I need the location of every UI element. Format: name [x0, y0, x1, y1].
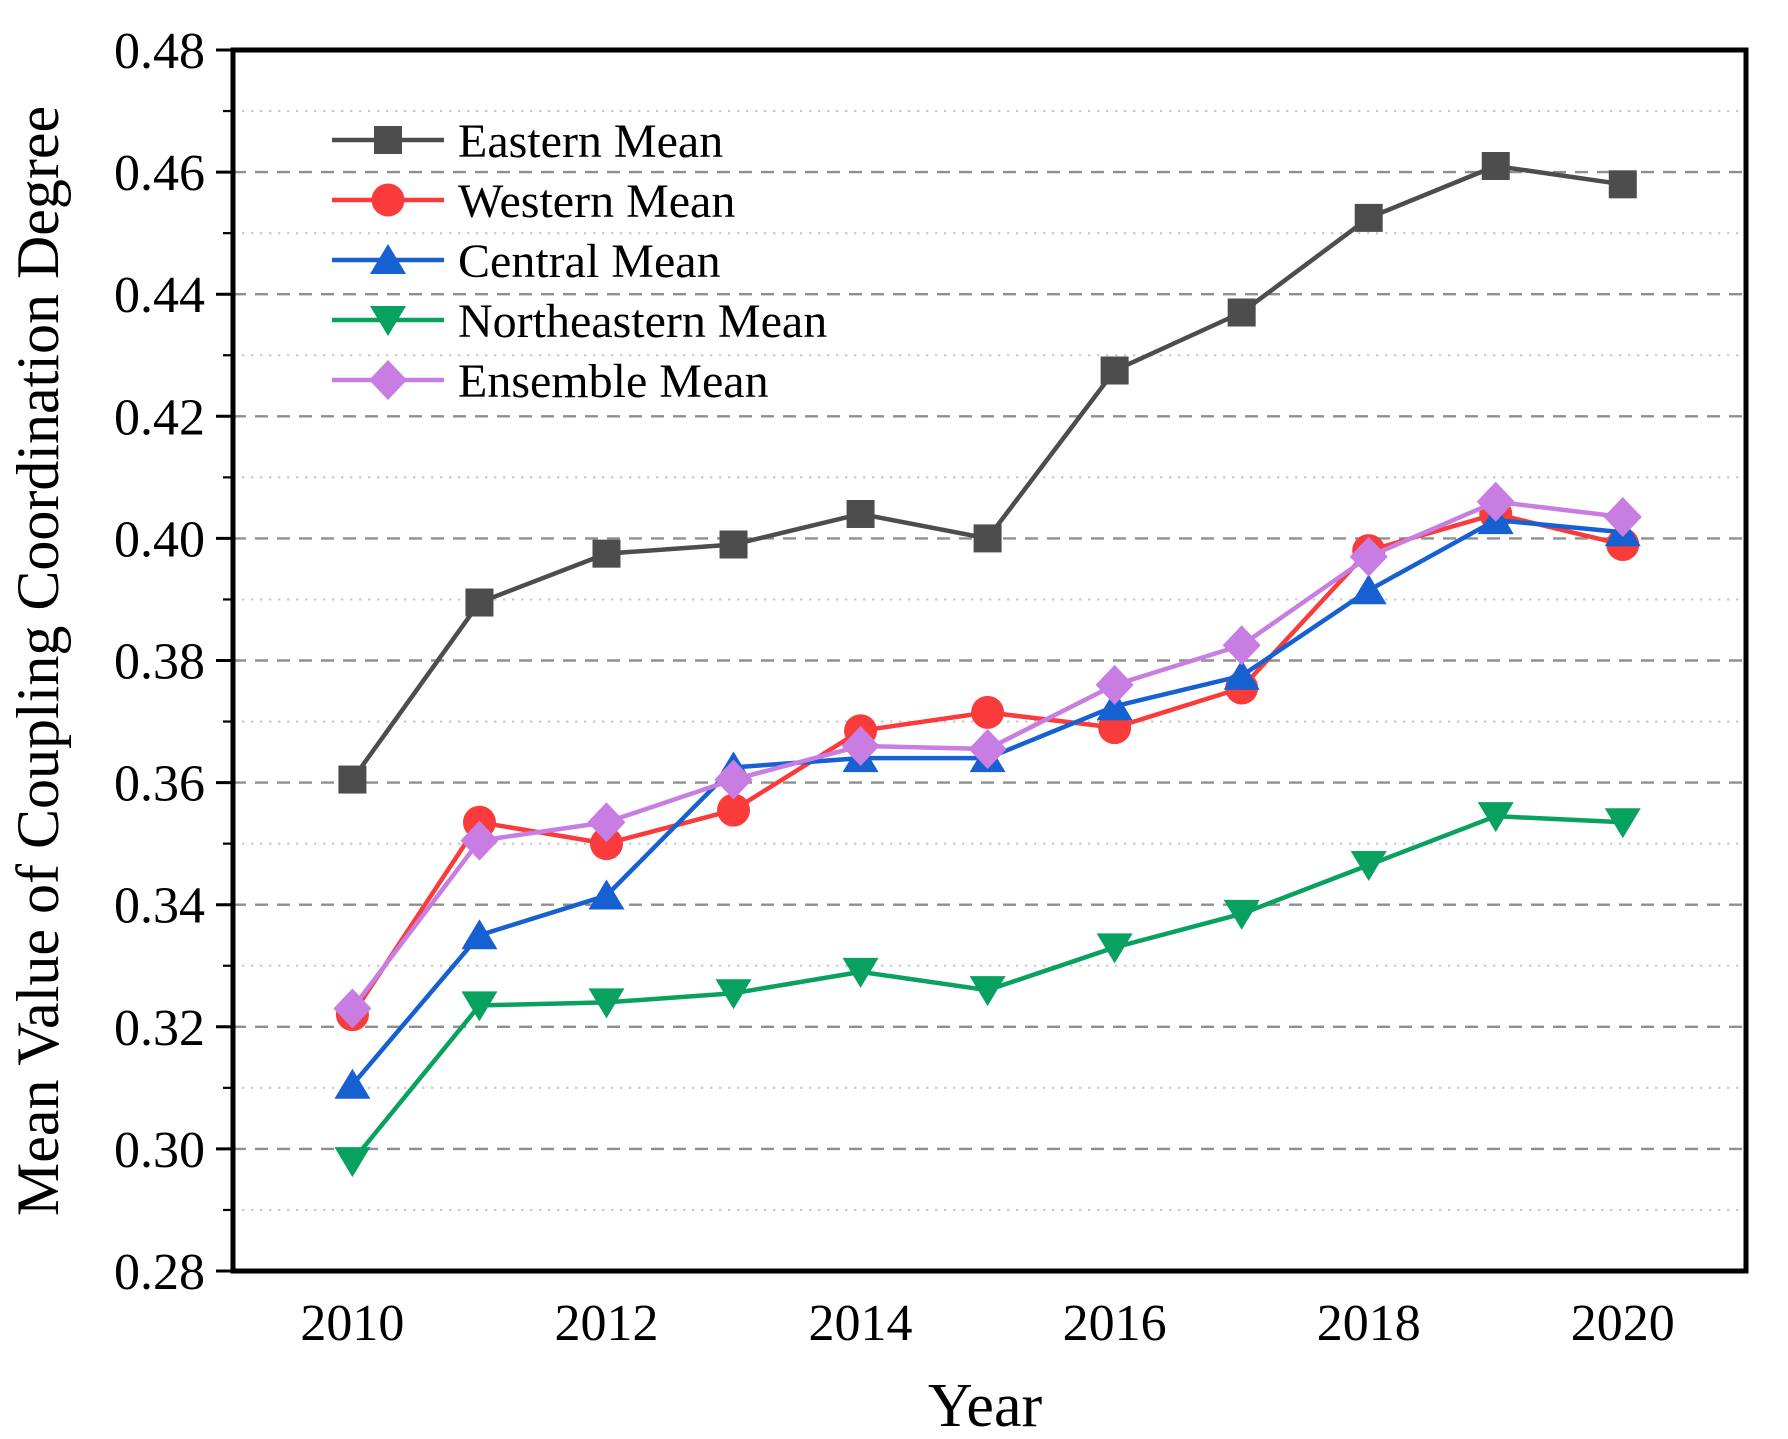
data-point-ensemble-mean-2010 — [333, 988, 372, 1029]
data-point-central-mean-2010 — [334, 1068, 371, 1099]
tick-labels: 0.28 0.30 0.32 0.34 0.36 0.38 0.40 0.42 0.44 0.46… — [114, 23, 1675, 1352]
legend-item-northeastern-mean: Northeastern Mean — [332, 295, 827, 348]
y-tick-label: 0.44 — [114, 267, 205, 324]
data-point-northeastern-mean-2013 — [715, 979, 752, 1010]
data-point-ensemble-mean-2013 — [714, 759, 753, 800]
data-point-western-mean-2012 — [589, 827, 623, 861]
data-point-northeastern-mean-2017 — [1223, 899, 1260, 930]
legend-item-eastern-mean: Eastern Mean — [332, 115, 723, 168]
data-point-ensemble-mean-2012 — [587, 802, 626, 843]
data-point-central-mean-2012 — [588, 879, 625, 910]
data-point-northeastern-mean-2019 — [1477, 802, 1514, 833]
legend-label: Ensemble Mean — [458, 355, 769, 408]
series-layer — [333, 151, 1642, 1178]
y-tick-label: 0.28 — [114, 1244, 205, 1301]
y-tick-label: 0.48 — [114, 23, 205, 80]
data-point-western-mean-2015 — [971, 695, 1005, 729]
legend-item-western-mean: Western Mean — [332, 175, 735, 228]
legend-item-ensemble-mean: Ensemble Mean — [332, 355, 769, 408]
x-tick-label: 2020 — [1571, 1295, 1675, 1352]
legend-marker-triangle-up — [370, 244, 406, 274]
data-point-northeastern-mean-2016 — [1096, 933, 1133, 964]
legend-label: Western Mean — [458, 175, 735, 228]
legend-item-central-mean: Central Mean — [332, 235, 721, 288]
data-point-northeastern-mean-2011 — [461, 991, 498, 1022]
data-point-eastern-mean-2013 — [719, 530, 748, 559]
data-point-ensemble-mean-2020 — [1603, 497, 1642, 538]
data-point-central-mean-2018 — [1350, 574, 1387, 605]
legend-label: Northeastern Mean — [458, 295, 827, 348]
series-ensemble-mean — [333, 481, 1642, 1029]
data-point-northeastern-mean-2014 — [842, 957, 879, 988]
y-tick-label: 0.36 — [114, 756, 205, 813]
data-point-northeastern-mean-2010 — [334, 1147, 371, 1178]
x-axis-title: Year — [928, 1372, 1043, 1439]
y-tick-label: 0.34 — [114, 878, 205, 935]
data-point-eastern-mean-2012 — [592, 539, 621, 568]
data-point-ensemble-mean-2018 — [1349, 536, 1388, 577]
data-point-eastern-mean-2015 — [973, 524, 1002, 553]
x-tick-label: 2016 — [1063, 1295, 1167, 1352]
data-point-ensemble-mean-2011 — [460, 820, 499, 861]
x-tick-label: 2010 — [300, 1295, 404, 1352]
x-tick-label: 2012 — [554, 1295, 658, 1352]
y-tick-label: 0.42 — [114, 389, 205, 446]
data-point-central-mean-2016 — [1096, 690, 1133, 721]
y-axis-title: Mean Value of Coupling Coordination Degr… — [5, 106, 71, 1216]
y-tick-label: 0.46 — [114, 145, 205, 202]
data-point-central-mean-2011 — [461, 919, 498, 950]
x-tick-label: 2014 — [809, 1295, 913, 1352]
x-tick-label: 2018 — [1317, 1295, 1421, 1352]
data-point-eastern-mean-2016 — [1100, 356, 1129, 385]
data-point-ensemble-mean-2016 — [1095, 664, 1134, 705]
data-point-ensemble-mean-2017 — [1222, 625, 1261, 666]
data-point-northeastern-mean-2020 — [1604, 808, 1641, 839]
data-point-central-mean-2017 — [1223, 659, 1260, 690]
series-central-mean — [334, 504, 1641, 1099]
series-eastern-mean — [338, 151, 1637, 794]
data-point-eastern-mean-2017 — [1227, 298, 1256, 327]
data-point-northeastern-mean-2015 — [969, 976, 1006, 1007]
y-tick-label: 0.38 — [114, 634, 205, 691]
legend-marker-diamond — [369, 360, 407, 400]
data-point-eastern-mean-2010 — [338, 765, 367, 794]
data-point-eastern-mean-2018 — [1354, 203, 1383, 232]
data-point-eastern-mean-2020 — [1608, 170, 1637, 199]
data-point-ensemble-mean-2019 — [1476, 481, 1515, 522]
y-tick-label: 0.32 — [114, 1000, 205, 1057]
data-point-western-mean-2013 — [717, 793, 751, 827]
legend-marker-circle — [371, 183, 405, 217]
legend-marker-triangle-down — [370, 306, 406, 336]
data-point-northeastern-mean-2018 — [1350, 851, 1387, 882]
legend-label: Central Mean — [458, 235, 721, 288]
y-tick-label: 0.40 — [114, 511, 205, 568]
data-point-eastern-mean-2014 — [846, 499, 875, 528]
series-northeastern-mean — [334, 802, 1641, 1178]
data-point-eastern-mean-2011 — [465, 588, 494, 617]
data-point-ensemble-mean-2014 — [841, 725, 880, 766]
data-point-eastern-mean-2019 — [1481, 151, 1510, 180]
legend: Eastern Mean Western Mean Central Mean Nort… — [332, 115, 827, 408]
axes — [216, 47, 1749, 1274]
data-point-northeastern-mean-2012 — [588, 988, 625, 1019]
y-tick-label: 0.30 — [114, 1122, 205, 1179]
data-point-ensemble-mean-2015 — [968, 729, 1007, 770]
legend-marker-square — [374, 126, 402, 154]
legend-label: Eastern Mean — [458, 115, 723, 168]
